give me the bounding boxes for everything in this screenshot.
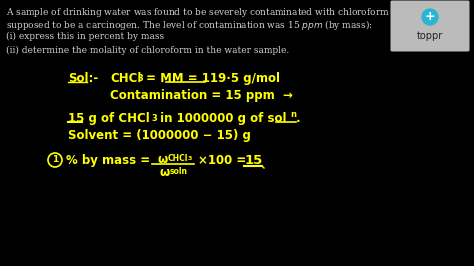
Text: toppr: toppr: [417, 31, 443, 41]
Text: Solvent = (1000000 − 15) g: Solvent = (1000000 − 15) g: [68, 129, 251, 142]
Circle shape: [422, 9, 438, 25]
Text: ω: ω: [160, 166, 170, 179]
Text: .: .: [296, 112, 301, 125]
Text: Sol:-: Sol:-: [68, 72, 98, 85]
Text: (ii) determine the molality of chloroform in the water sample.: (ii) determine the molality of chlorofor…: [6, 45, 289, 55]
Text: = MM = 119·5 g/mol: = MM = 119·5 g/mol: [142, 72, 280, 85]
Text: in 1000000 g of sol: in 1000000 g of sol: [156, 112, 286, 125]
Text: soln: soln: [170, 167, 188, 176]
Text: CHCl: CHCl: [110, 72, 141, 85]
Text: 15: 15: [245, 154, 263, 167]
Text: 1: 1: [52, 156, 58, 164]
Text: 3: 3: [137, 74, 143, 83]
Text: +: +: [425, 10, 435, 23]
Text: n: n: [290, 110, 296, 119]
Text: ×100 =: ×100 =: [198, 154, 250, 167]
FancyBboxPatch shape: [391, 1, 470, 52]
Text: (i) express this in percent by mass: (i) express this in percent by mass: [6, 32, 164, 41]
Text: Contamination = 15 ppm  →: Contamination = 15 ppm →: [110, 89, 293, 102]
Text: % by mass =: % by mass =: [66, 154, 154, 167]
Text: supposed to be a carcinogen. The level of contamination was 15 $\mathit{ppm}$ (b: supposed to be a carcinogen. The level o…: [6, 19, 373, 32]
Text: ω: ω: [158, 153, 168, 166]
Text: 3: 3: [151, 114, 157, 123]
Text: 3: 3: [188, 156, 192, 161]
Text: 15 g of CHCl: 15 g of CHCl: [68, 112, 150, 125]
Text: A sample of drinking water was found to be severely contaminated with chloroform: A sample of drinking water was found to …: [6, 5, 425, 19]
Text: CHCl: CHCl: [168, 154, 188, 163]
